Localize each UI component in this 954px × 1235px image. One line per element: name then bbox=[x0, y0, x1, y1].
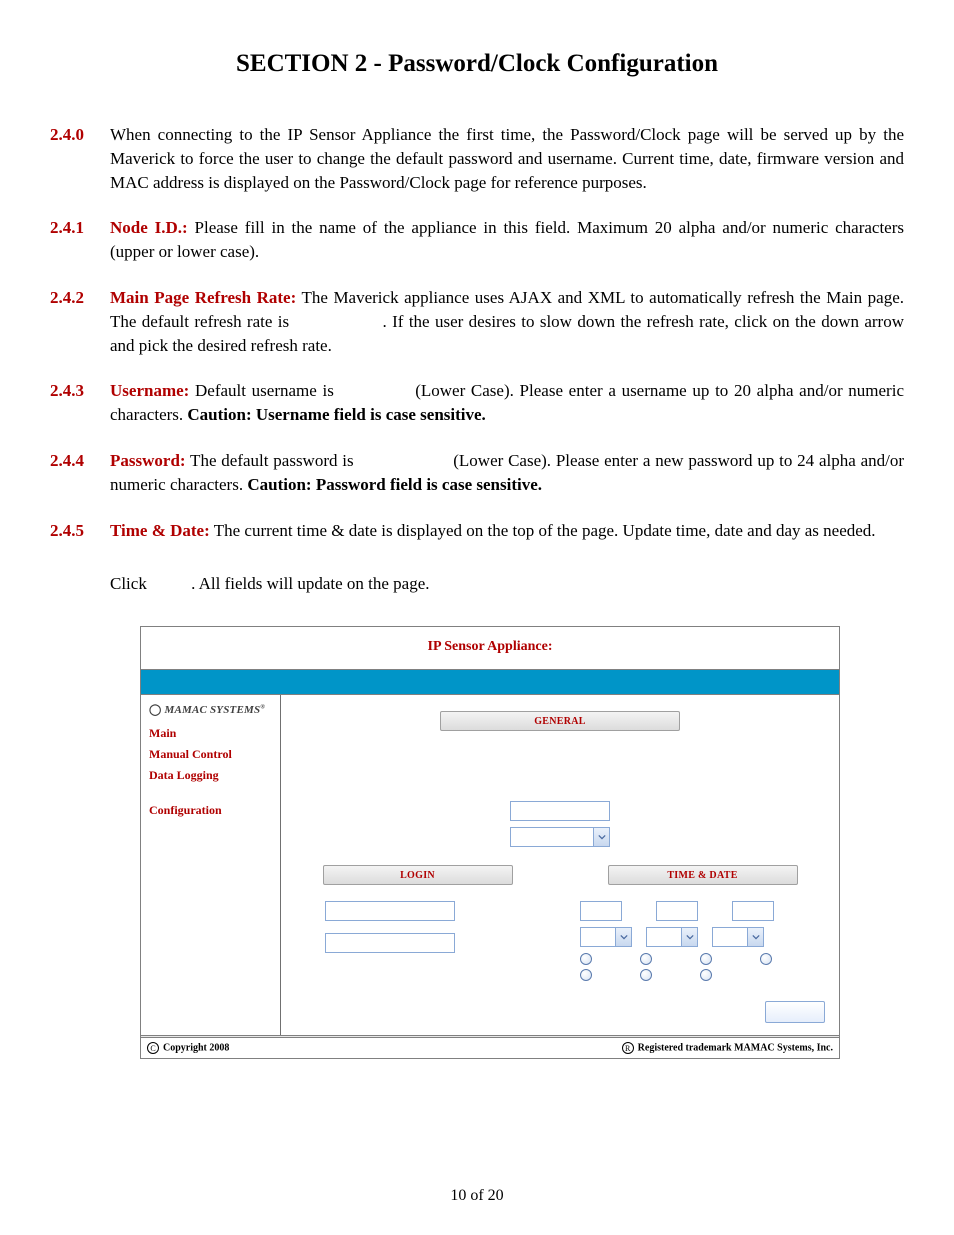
entry-2-4-2: 2.4.2 Main Page Refresh Rate: The Maveri… bbox=[50, 286, 904, 357]
nav-main[interactable]: Main bbox=[149, 726, 272, 741]
entry-rest: Please fill in the name of the appliance… bbox=[110, 218, 904, 261]
entry-lead: Password: bbox=[110, 451, 186, 470]
password-input[interactable] bbox=[325, 933, 455, 953]
entry-number: 2.4.4 bbox=[50, 449, 110, 497]
time-second-input[interactable] bbox=[732, 901, 774, 921]
entry-lead: Time & Date: bbox=[110, 521, 210, 540]
day-radio-7[interactable] bbox=[700, 969, 712, 981]
chevron-down-icon bbox=[593, 828, 609, 846]
day-radio-3[interactable] bbox=[700, 953, 712, 965]
click-text-a: Click bbox=[110, 574, 151, 593]
registered-icon: R bbox=[622, 1042, 634, 1054]
footer: CCopyright 2008 RRegistered trademark MA… bbox=[141, 1038, 839, 1058]
teal-bar bbox=[141, 669, 839, 695]
entry-lead: Main Page Refresh Rate: bbox=[110, 288, 296, 307]
entry-number: 2.4.5 bbox=[50, 519, 110, 543]
time-minute-input[interactable] bbox=[656, 901, 698, 921]
entry-text: Time & Date: The current time & date is … bbox=[110, 519, 904, 543]
date-year-select[interactable] bbox=[712, 927, 764, 947]
entry-text: Username: Default username is (Lower Cas… bbox=[110, 379, 904, 427]
entry-number: 2.4.2 bbox=[50, 286, 110, 357]
chevron-down-icon bbox=[615, 928, 631, 946]
click-text-b: . All fields will update on the page. bbox=[191, 574, 429, 593]
entry-save-note: Click . All fields will update on the pa… bbox=[50, 572, 904, 596]
refresh-rate-select[interactable] bbox=[510, 827, 610, 847]
entry-number: 2.4.1 bbox=[50, 216, 110, 264]
section-title: SECTION 2 - Password/Clock Configuration bbox=[50, 50, 904, 78]
entry-text: Main Page Refresh Rate: The Maverick app… bbox=[110, 286, 904, 357]
entry-rest: The current time & date is displayed on … bbox=[210, 521, 876, 540]
node-id-input[interactable] bbox=[510, 801, 610, 821]
day-radio-5[interactable] bbox=[580, 969, 592, 981]
save-button[interactable] bbox=[765, 1001, 825, 1023]
login-panel-header: LOGIN bbox=[323, 865, 513, 885]
window-title: IP Sensor Appliance: bbox=[141, 627, 839, 669]
entry-lead: Node I.D.: bbox=[110, 218, 188, 237]
nav-configuration[interactable]: Configuration bbox=[149, 803, 272, 818]
day-radio-6[interactable] bbox=[640, 969, 652, 981]
date-month-select[interactable] bbox=[580, 927, 632, 947]
entry-caution: Caution: Username field is case sensitiv… bbox=[187, 405, 485, 424]
entry-number: 2.4.3 bbox=[50, 379, 110, 427]
entry-caution: Caution: Password field is case sensitiv… bbox=[247, 475, 542, 494]
general-panel-header: GENERAL bbox=[440, 711, 680, 731]
nav-manual-control[interactable]: Manual Control bbox=[149, 747, 272, 762]
entry-number: 2.4.0 bbox=[50, 123, 110, 194]
time-hour-input[interactable] bbox=[580, 901, 622, 921]
copyright-icon: C bbox=[147, 1042, 159, 1054]
entry-lead: Username: bbox=[110, 381, 189, 400]
trademark-text: RRegistered trademark MAMAC Systems, Inc… bbox=[622, 1042, 833, 1054]
day-radio-2[interactable] bbox=[640, 953, 652, 965]
login-column: LOGIN bbox=[295, 865, 540, 1023]
sidebar: ◯ MAMAC SYSTEMS® Main Manual Control Dat… bbox=[141, 695, 281, 1035]
chevron-down-icon bbox=[747, 928, 763, 946]
entry-text-a: The default password is bbox=[186, 451, 359, 470]
entry-2-4-0: 2.4.0 When connecting to the IP Sensor A… bbox=[50, 123, 904, 194]
brand-logo: ◯ MAMAC SYSTEMS® bbox=[149, 703, 272, 716]
main-panel: GENERAL LOGIN TIME & DATE bbox=[281, 695, 839, 1035]
day-radio-1[interactable] bbox=[580, 953, 592, 965]
username-input[interactable] bbox=[325, 901, 455, 921]
entry-text-a: Default username is bbox=[189, 381, 339, 400]
copyright-text: CCopyright 2008 bbox=[147, 1042, 229, 1054]
entry-2-4-3: 2.4.3 Username: Default username is (Low… bbox=[50, 379, 904, 427]
entry-text: Click . All fields will update on the pa… bbox=[110, 572, 904, 596]
date-day-select[interactable] bbox=[646, 927, 698, 947]
entry-2-4-5: 2.4.5 Time & Date: The current time & da… bbox=[50, 519, 904, 543]
page-number: 10 of 20 bbox=[0, 1187, 954, 1205]
chevron-down-icon bbox=[681, 928, 697, 946]
nav-data-logging[interactable]: Data Logging bbox=[149, 768, 272, 783]
entry-text: Node I.D.: Please fill in the name of th… bbox=[110, 216, 904, 264]
timedate-panel-header: TIME & DATE bbox=[608, 865, 798, 885]
day-radio-4[interactable] bbox=[760, 953, 772, 965]
embedded-screenshot: IP Sensor Appliance: ◯ MAMAC SYSTEMS® Ma… bbox=[140, 626, 840, 1059]
timedate-column: TIME & DATE bbox=[580, 865, 825, 1023]
entry-text: When connecting to the IP Sensor Applian… bbox=[110, 123, 904, 194]
entry-2-4-1: 2.4.1 Node I.D.: Please fill in the name… bbox=[50, 216, 904, 264]
entry-text: Password: The default password is (Lower… bbox=[110, 449, 904, 497]
entry-2-4-4: 2.4.4 Password: The default password is … bbox=[50, 449, 904, 497]
